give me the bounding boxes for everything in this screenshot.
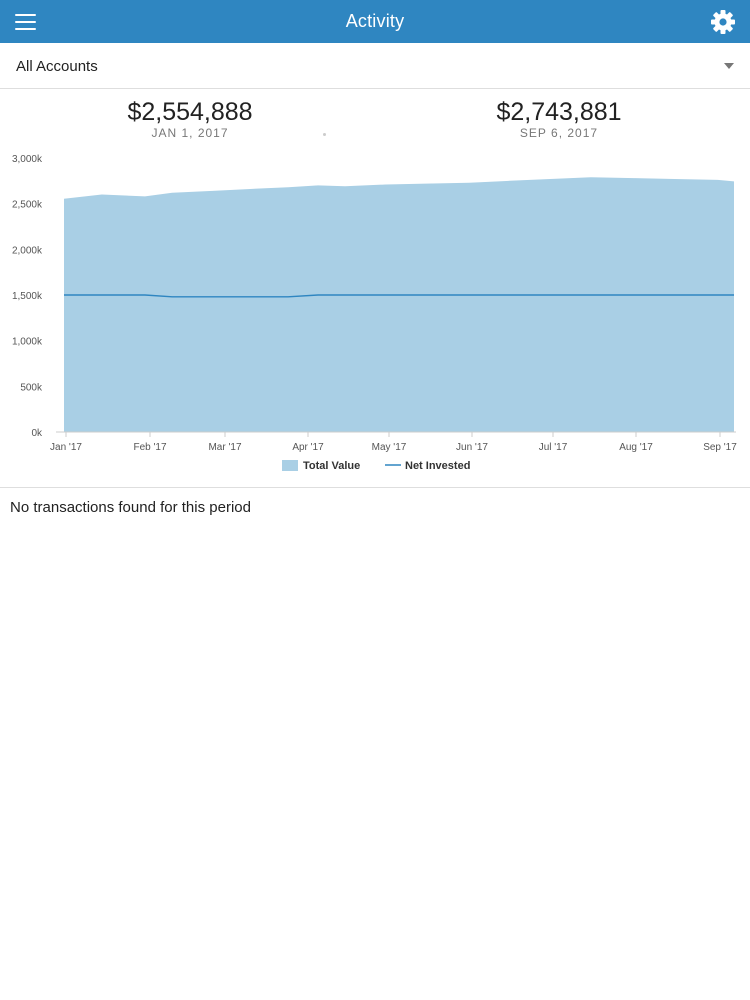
page-title: Activity — [345, 11, 405, 31]
divider — [0, 487, 750, 488]
account-selector[interactable]: All Accounts — [0, 44, 750, 89]
x-tick-label: Apr '17 — [292, 442, 324, 453]
legend-total-value-label: Total Value — [303, 460, 360, 472]
hamburger-menu-icon[interactable] — [10, 7, 42, 37]
gear-icon[interactable] — [708, 7, 738, 37]
activity-chart: 0k 500k 1,000k 1,500k 2,000k 2,500k 3,000k Jan … — [0, 145, 750, 485]
y-tick-label: 3,000k — [12, 154, 43, 165]
top-app-bar: Activity — [0, 0, 750, 43]
y-tick-label: 2,500k — [12, 200, 43, 211]
x-tick-label: Sep '17 — [703, 442, 737, 453]
x-tick-label: Jul '17 — [539, 442, 568, 453]
empty-transactions-message: No transactions found for this period — [10, 499, 251, 516]
legend-net-invested-label: Net Invested — [405, 460, 470, 472]
y-tick-label: 1,500k — [12, 291, 43, 302]
legend-total-value-swatch — [282, 460, 298, 471]
y-tick-label: 0k — [31, 428, 43, 439]
activity-chart-svg: 0k 500k 1,000k 1,500k 2,000k 2,500k 3,000k Jan … — [12, 154, 737, 472]
x-tick-label: May '17 — [372, 442, 407, 453]
x-tick-label: Feb '17 — [133, 442, 166, 453]
x-tick-label: Jan '17 — [50, 442, 82, 453]
start-date: JAN 1, 2017 — [151, 126, 229, 140]
x-tick-label: Mar '17 — [208, 442, 241, 453]
net-invested-line — [64, 294, 734, 298]
x-tick-label: Aug '17 — [619, 442, 653, 453]
y-tick-label: 500k — [20, 382, 43, 393]
end-date: SEP 6, 2017 — [519, 126, 599, 140]
y-tick-label: 1,000k — [12, 337, 43, 348]
y-tick-label: 2,000k — [12, 245, 43, 256]
start-value: $2,554,888 — [127, 98, 253, 126]
x-tick-label: Jun '17 — [456, 442, 488, 453]
caret-down-icon — [724, 63, 734, 69]
page-indicator-dot — [323, 133, 326, 136]
total-value-area — [64, 177, 734, 432]
account-selector-value: All Accounts — [16, 58, 98, 75]
end-value: $2,743,881 — [496, 98, 622, 126]
